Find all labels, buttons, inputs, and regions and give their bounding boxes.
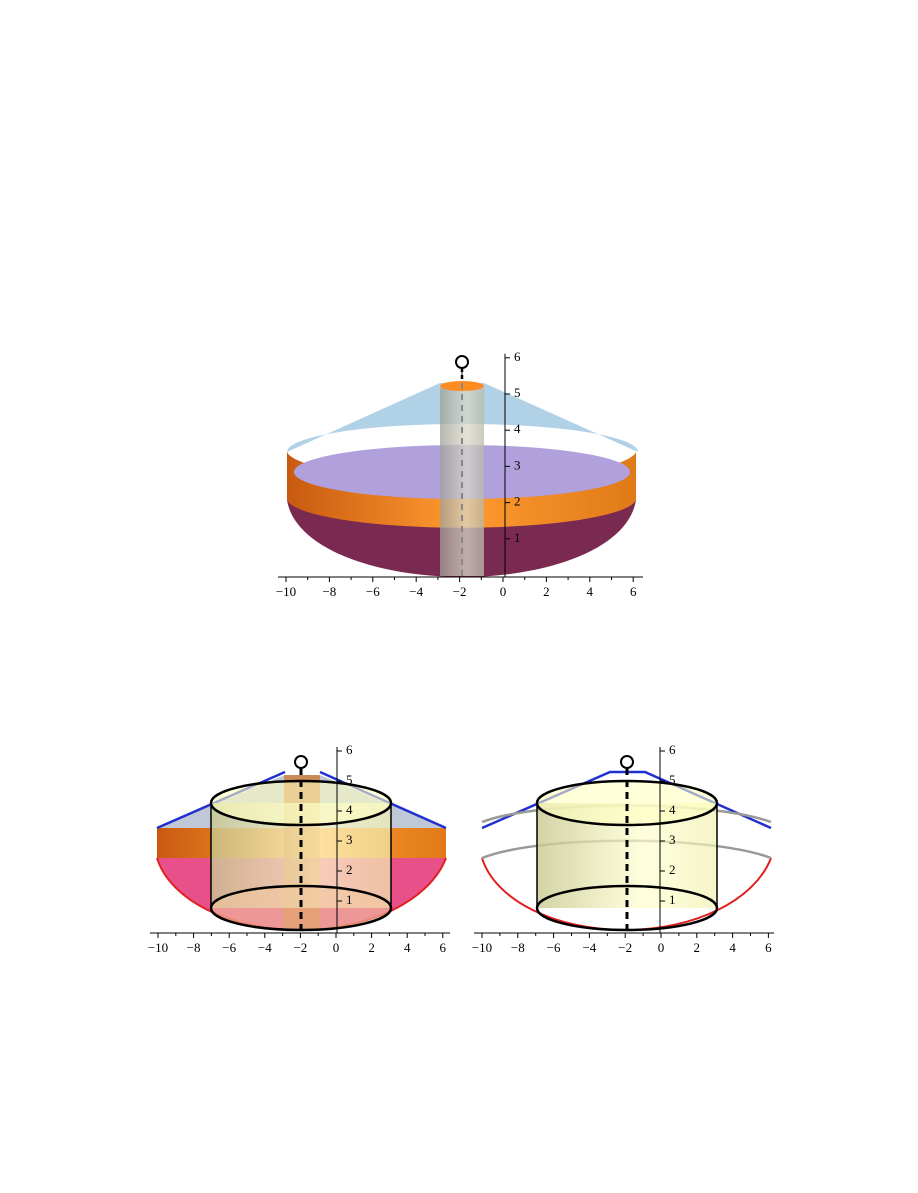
x-tick-label: −4 xyxy=(258,940,272,955)
x-tick-label: −4 xyxy=(409,584,423,599)
z-tick-label: 4 xyxy=(514,421,521,436)
x-tick-label: 2 xyxy=(543,584,550,599)
x-tick-label: −6 xyxy=(222,940,236,955)
x-tick-label: 0 xyxy=(333,940,340,955)
x-tick-label: 2 xyxy=(694,940,701,955)
z-tick-label: 4 xyxy=(346,802,353,817)
z-tick-label: 1 xyxy=(514,530,521,545)
x-tick-label: −6 xyxy=(366,584,380,599)
solid-right xyxy=(481,755,772,932)
x-tick-label: −10 xyxy=(472,940,492,955)
x-tick-label: 4 xyxy=(729,940,736,955)
x-tick-label: 0 xyxy=(500,584,507,599)
x-tick-label: −8 xyxy=(322,584,336,599)
x-tick-label: 6 xyxy=(440,940,447,955)
x-tick-label: 4 xyxy=(404,940,411,955)
x-tick-label: −2 xyxy=(618,940,632,955)
z-tick-label: 5 xyxy=(514,385,521,400)
z-tick-label: 1 xyxy=(346,892,353,907)
x-tick-label: 4 xyxy=(587,584,594,599)
x-tick-label: 0 xyxy=(658,940,665,955)
solid-top xyxy=(287,355,638,577)
z-tick-label: 1 xyxy=(669,892,676,907)
x-tick-label: −6 xyxy=(547,940,561,955)
z-tick-label: 5 xyxy=(346,772,353,787)
z-tick-label: 6 xyxy=(669,742,676,757)
solid-left xyxy=(156,755,447,932)
x-tick-label: −10 xyxy=(276,584,296,599)
z-tick-label: 6 xyxy=(346,742,353,757)
z-tick-label: 3 xyxy=(669,832,676,847)
z-tick-label: 2 xyxy=(346,862,353,877)
z-tick-label: 2 xyxy=(669,862,676,877)
x-tick-label: −8 xyxy=(511,940,525,955)
z-tick-label: 2 xyxy=(514,494,521,509)
z-tick-label: 6 xyxy=(514,349,521,364)
x-tick-label: 6 xyxy=(630,584,637,599)
x-tick-label: 6 xyxy=(765,940,772,955)
x-tick-label: −2 xyxy=(453,584,467,599)
x-tick-label: 2 xyxy=(368,940,375,955)
z-tick-label: 3 xyxy=(346,832,353,847)
z-tick-label: 5 xyxy=(669,772,676,787)
x-tick-label: −10 xyxy=(148,940,168,955)
x-tick-label: −2 xyxy=(293,940,307,955)
z-tick-label: 3 xyxy=(514,457,521,472)
z-tick-label: 4 xyxy=(669,802,676,817)
x-tick-label: −8 xyxy=(187,940,201,955)
x-tick-label: −4 xyxy=(582,940,596,955)
